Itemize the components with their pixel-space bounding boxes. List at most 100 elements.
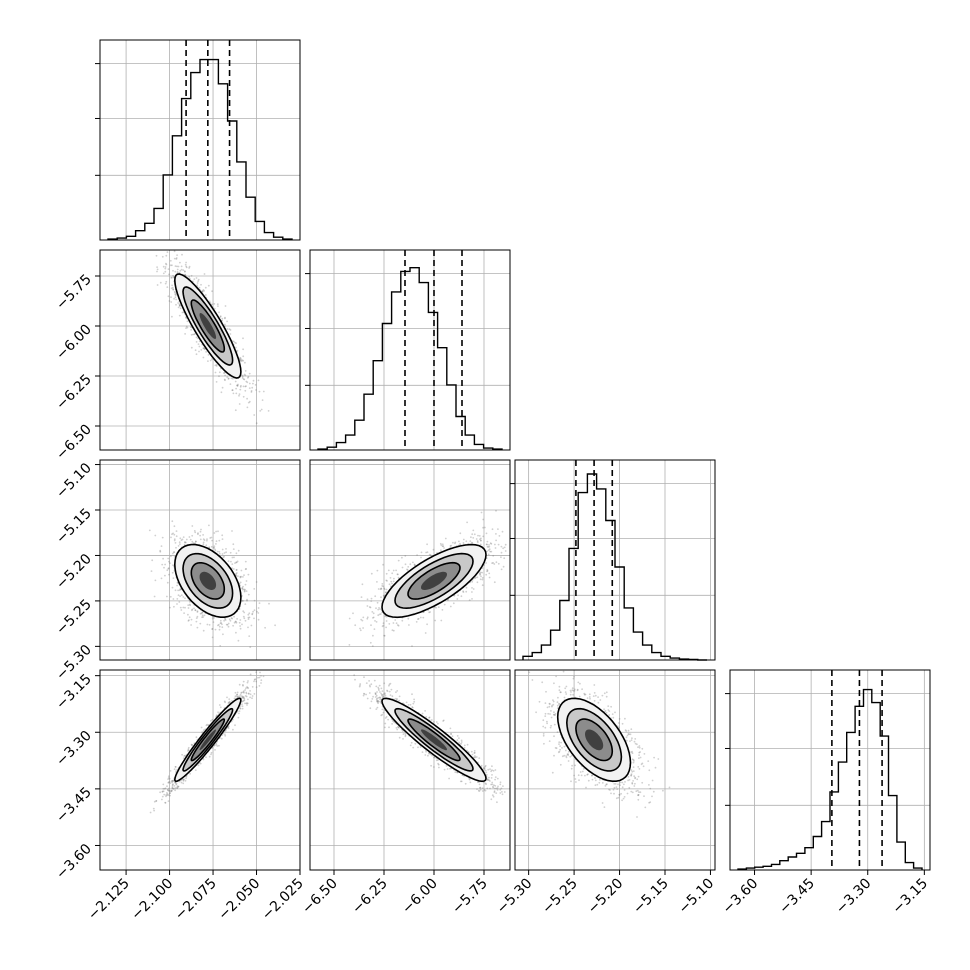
sample-point: [200, 283, 202, 286]
sample-point: [191, 609, 193, 612]
sample-point: [236, 691, 239, 694]
sample-point: [369, 606, 372, 609]
sample-point: [181, 311, 184, 314]
sample-point: [223, 372, 225, 375]
sample-point: [172, 577, 175, 579]
sample-point: [241, 374, 244, 377]
sample-point: [173, 551, 175, 553]
sample-point: [401, 566, 404, 569]
sample-point: [488, 548, 491, 551]
sample-point: [241, 623, 243, 626]
sample-point: [389, 577, 392, 579]
sample-point: [211, 628, 214, 630]
sample-point: [179, 543, 181, 545]
sample-point: [173, 768, 176, 771]
sample-point: [164, 270, 167, 273]
sample-point: [195, 736, 198, 739]
sample-point: [206, 538, 208, 540]
sample-point: [178, 541, 181, 544]
sample-point: [165, 254, 168, 257]
sample-point: [449, 605, 452, 608]
sample-point: [180, 265, 183, 268]
sample-point: [419, 616, 422, 619]
sample-point: [268, 602, 270, 605]
sample-point: [184, 541, 186, 543]
sample-point: [252, 382, 254, 385]
sample-point: [251, 613, 254, 616]
sample-point: [156, 266, 159, 268]
sample-point: [190, 274, 193, 277]
sample-point: [194, 349, 197, 352]
density-fill-core: [199, 313, 217, 339]
sample-point: [216, 550, 219, 553]
sample-point: [161, 536, 164, 539]
sample-point: [486, 540, 489, 543]
sample-point: [173, 538, 176, 540]
sample-point: [240, 575, 243, 578]
sample-point: [229, 551, 232, 554]
sample-point: [253, 599, 256, 602]
sample-point: [172, 288, 175, 291]
sample-point: [226, 376, 229, 378]
sample-point: [242, 385, 245, 388]
sample-point: [238, 394, 240, 397]
contour-mid: [182, 286, 234, 366]
sample-point: [164, 266, 167, 268]
sample-point: [236, 572, 238, 574]
sample-point: [229, 329, 232, 331]
sample-point: [162, 272, 165, 275]
sample-point: [175, 298, 178, 301]
sample-point: [257, 618, 260, 621]
sample-point: [239, 359, 242, 362]
sample-point: [477, 534, 479, 537]
sample-point: [241, 377, 244, 379]
sample-point: [417, 618, 419, 620]
sample-point: [249, 646, 252, 648]
sample-point: [486, 570, 489, 572]
sample-point: [500, 551, 503, 554]
sample-point: [372, 617, 374, 619]
sample-point: [182, 606, 185, 609]
sample-point: [237, 639, 240, 642]
sample-point: [193, 333, 196, 336]
sample-point: [501, 530, 504, 533]
sample-point: [184, 597, 186, 600]
sample-point: [259, 410, 262, 412]
sample-point: [495, 539, 497, 542]
sample-point: [248, 616, 251, 619]
sample-point: [267, 410, 270, 412]
sample-point: [232, 568, 235, 570]
sample-point: [462, 538, 465, 541]
sample-point: [217, 530, 219, 533]
sample-point: [245, 380, 248, 383]
histogram-panel-3: [510, 459, 716, 661]
sample-point: [234, 341, 236, 344]
sample-point: [219, 316, 222, 318]
sample-point: [224, 305, 227, 307]
sample-point: [235, 346, 237, 349]
sample-point: [239, 627, 242, 630]
sample-point: [248, 382, 251, 385]
contour-outer: [173, 273, 242, 379]
sample-point: [174, 291, 177, 294]
sample-point: [244, 619, 247, 622]
sample-point: [163, 566, 165, 569]
sample-point: [203, 273, 206, 275]
sample-point: [194, 540, 197, 543]
sample-point: [381, 583, 384, 585]
sample-point: [218, 744, 220, 747]
sample-point: [397, 576, 400, 579]
sample-point: [242, 395, 245, 398]
sample-point: [184, 270, 186, 273]
sample-point: [469, 540, 472, 542]
sample-point: [221, 553, 224, 555]
sample-point: [401, 619, 404, 622]
sample-point: [232, 624, 235, 627]
sample-point: [381, 585, 384, 587]
sample-point: [247, 618, 250, 620]
sample-point: [458, 540, 460, 543]
sample-point: [373, 628, 376, 630]
sample-point: [246, 598, 248, 601]
sample-point: [184, 754, 187, 757]
sample-point: [243, 588, 245, 591]
